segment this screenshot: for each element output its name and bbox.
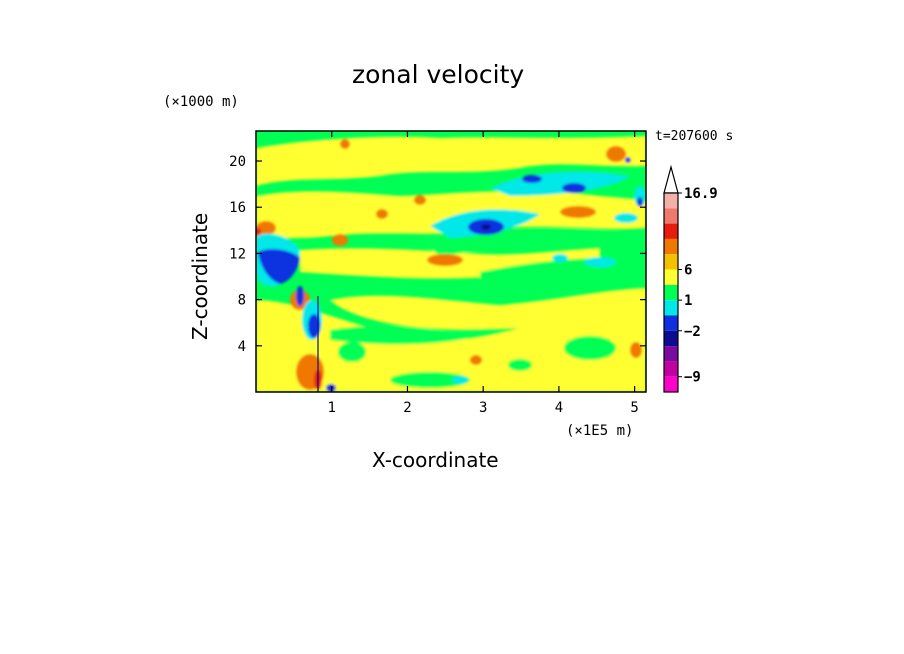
colorbar-swatch bbox=[664, 238, 678, 255]
colorbar-label: −9 bbox=[684, 370, 701, 386]
colorbar-swatch bbox=[664, 376, 678, 392]
y-tick-label: 16 bbox=[229, 200, 246, 216]
x-tick-label: 3 bbox=[479, 400, 487, 416]
colorbar: 16.9 6 1 −2 −9 bbox=[663, 164, 718, 393]
colorbar-swatch bbox=[664, 254, 678, 270]
x-tick-label: 1 bbox=[328, 400, 336, 416]
colorbar-swatch bbox=[664, 315, 678, 331]
plot-frame bbox=[255, 130, 647, 393]
y-tick-label: 12 bbox=[229, 246, 246, 262]
colorbar-swatch bbox=[664, 269, 678, 285]
chart-title: zonal velocity bbox=[352, 60, 525, 89]
colorbar-frame bbox=[663, 192, 679, 393]
colorbar-swatch bbox=[664, 284, 678, 301]
colorbar-swatch bbox=[664, 193, 678, 209]
y-tick-label: 8 bbox=[238, 293, 246, 309]
colorbar-swatch bbox=[664, 300, 678, 316]
y-axis-unit: (×1000 m) bbox=[163, 94, 239, 110]
y-tick-label: 20 bbox=[229, 154, 246, 170]
time-stamp: t=207600 s bbox=[655, 129, 734, 144]
colorbar-swatch bbox=[664, 208, 678, 224]
colorbar-extend-arrow bbox=[663, 164, 679, 194]
contour-field bbox=[256, 131, 646, 392]
colorbar-swatch bbox=[664, 361, 678, 377]
colorbar-swatch bbox=[664, 346, 678, 362]
colorbar-label: −2 bbox=[684, 324, 701, 340]
x-axis-unit: (×1E5 m) bbox=[566, 423, 634, 439]
x-tick-label: 2 bbox=[403, 400, 411, 416]
colorbar-swatch bbox=[664, 223, 678, 239]
x-tick-label: 5 bbox=[630, 400, 638, 416]
x-axis-label: X-coordinate bbox=[372, 448, 499, 472]
colorbar-label: 6 bbox=[684, 263, 692, 279]
x-tick-label: 4 bbox=[555, 400, 563, 416]
y-tick-label: 4 bbox=[238, 339, 246, 355]
colorbar-label: 16.9 bbox=[684, 186, 718, 202]
colorbar-swatch bbox=[664, 330, 678, 347]
colorbar-label: 1 bbox=[684, 293, 692, 309]
